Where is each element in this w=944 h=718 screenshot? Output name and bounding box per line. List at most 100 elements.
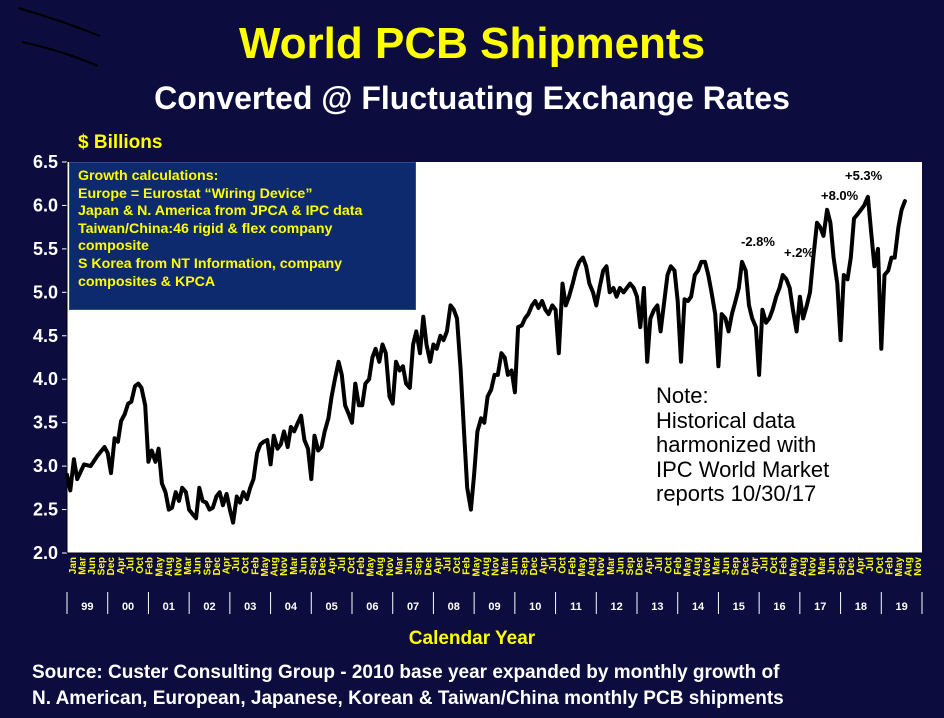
x-year-label: 01 (163, 601, 175, 613)
x-month-label: Dec (529, 557, 540, 576)
x-month-label: Aug (587, 557, 598, 576)
x-month-label: May (154, 557, 165, 577)
x-month-label: Oct (452, 556, 463, 573)
y-tick-label: 4.0 (33, 369, 58, 389)
x-month-label: Aug (798, 557, 809, 576)
x-month-label: May (366, 557, 377, 577)
x-month-label: Oct (346, 556, 357, 573)
growth-line: Europe = Eurostat “Wiring Device” (78, 185, 313, 202)
x-month-label: Jun (510, 557, 521, 575)
x-month-label: Jun (827, 557, 838, 575)
x-month-label: Apr (116, 557, 127, 574)
x-month-label: Nov (913, 557, 924, 576)
x-month-label: Apr (750, 557, 761, 574)
x-month-label: Jan (68, 557, 79, 574)
x-month-label: Jul (442, 557, 453, 572)
growth-annotation: +.2% (784, 245, 814, 260)
x-month-label: Sep (414, 557, 425, 575)
x-month-label: Aug (375, 557, 386, 576)
y-tick-label: 5.5 (33, 239, 58, 259)
x-month-label: Aug (270, 557, 281, 576)
x-month-label: Feb (884, 557, 895, 575)
x-month-label: Feb (567, 557, 578, 575)
x-month-label: Oct (663, 556, 674, 573)
x-month-label: Feb (145, 557, 156, 575)
growth-line: composites & KPCA (78, 273, 216, 290)
x-month-label: Dec (423, 557, 434, 576)
x-month-label: Jul (654, 557, 665, 572)
x-year-label: 00 (122, 601, 134, 613)
x-year-label: 07 (407, 601, 419, 613)
source-note: Source: Custer Consulting Group - 2010 b… (32, 660, 932, 712)
x-month-label: May (894, 557, 905, 577)
growth-line: Taiwan/China:46 rigid & flex company (78, 220, 333, 237)
x-month-label: Dec (740, 557, 751, 576)
y-tick-label: 3.0 (33, 456, 58, 476)
growth-line: S Korea from NT Information, company (78, 255, 343, 272)
x-year-label: 11 (570, 601, 582, 613)
x-month-label: Nov (596, 557, 607, 576)
y-tick-label: 4.5 (33, 326, 58, 346)
x-year-label: 04 (285, 601, 298, 613)
x-year-label: 15 (733, 601, 745, 613)
x-month-label: Jul (337, 557, 348, 572)
note-line: harmonized with (656, 432, 817, 457)
x-year-label: 14 (692, 601, 705, 613)
x-year-label: 10 (529, 601, 541, 613)
series-line (65, 194, 907, 525)
growth-line: composite (78, 238, 149, 255)
decorative-stroke (21, 41, 99, 67)
x-month-label: Jun (404, 557, 415, 575)
x-year-label: 09 (488, 601, 500, 613)
x-month-label: Aug (692, 557, 703, 576)
x-month-label: Apr (539, 557, 550, 574)
x-month-label: Nov (385, 557, 396, 576)
x-month-label: Aug (904, 557, 915, 576)
x-month-label: Sep (308, 557, 319, 575)
x-axis-label: Calendar Year (408, 628, 536, 649)
x-month-label: Jul (231, 557, 242, 572)
x-month-label: May (471, 557, 482, 577)
x-month-label: Sep (836, 557, 847, 575)
chart-title: World PCB Shipments (238, 19, 706, 68)
x-year-label: 19 (896, 601, 908, 613)
growth-annotation: +8.0% (821, 188, 859, 203)
x-month-label: Mar (711, 557, 722, 575)
x-month-label: Mar (394, 557, 405, 575)
y-axis-unit-label: $ Billions (78, 132, 163, 153)
x-month-label: Feb (462, 557, 473, 575)
x-month-label: Apr (327, 557, 338, 574)
note-line: Historical data (656, 407, 796, 433)
y-tick-label: 6.0 (33, 195, 58, 215)
x-month-label: Oct (875, 556, 886, 573)
x-month-label: Apr (433, 557, 444, 574)
x-month-label: Feb (250, 557, 261, 575)
x-year-label: 12 (611, 601, 623, 613)
x-month-label: Dec (106, 557, 117, 576)
x-month-label: Sep (97, 557, 108, 575)
y-tick-label: 2.0 (33, 543, 58, 563)
x-month-label: Jun (193, 557, 204, 575)
growth-line: Japan & N. America from JPCA & IPC data (78, 203, 363, 220)
x-year-label: 02 (203, 601, 215, 613)
x-month-label: Mar (500, 557, 511, 575)
y-tick-label: 5.0 (33, 282, 58, 302)
x-month-label: Sep (202, 557, 213, 575)
x-month-label: Dec (846, 557, 857, 576)
x-month-label: Mar (183, 557, 194, 575)
x-month-label: Feb (356, 557, 367, 575)
y-tick-label: 3.5 (33, 413, 58, 433)
x-year-label: 05 (326, 601, 338, 613)
x-month-label: Jun (721, 557, 732, 575)
x-year-label: 99 (81, 601, 93, 613)
x-month-label: Mar (289, 557, 300, 575)
growth-annotation: +5.3% (845, 168, 883, 183)
x-month-label: Feb (779, 557, 790, 575)
x-month-label: Nov (173, 557, 184, 576)
historical-note: Note: Historical data harmonized with IP… (656, 383, 829, 507)
x-year-label: 16 (773, 601, 785, 613)
x-month-label: Apr (644, 557, 655, 574)
x-month-label: Nov (279, 557, 290, 576)
x-month-label: Apr (856, 557, 867, 574)
